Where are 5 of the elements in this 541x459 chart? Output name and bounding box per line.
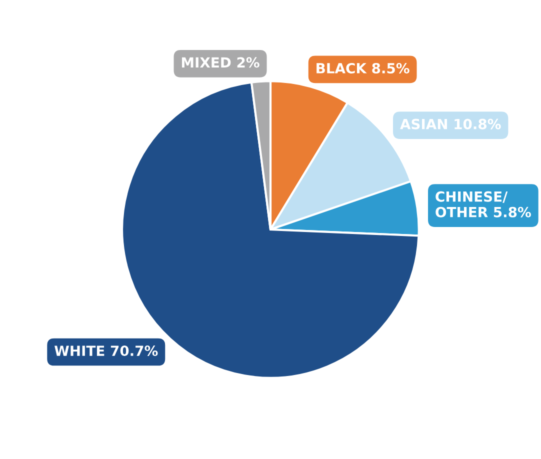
slice-label: ASIAN 10.8% bbox=[400, 118, 501, 130]
slice-label: CHINESE/ OTHER 5.8% bbox=[436, 191, 531, 218]
slice-label: BLACK 8.5% bbox=[316, 62, 410, 74]
slice-label: MIXED 2% bbox=[182, 57, 260, 68]
slice-label: WHITE 70.7% bbox=[54, 346, 158, 356]
